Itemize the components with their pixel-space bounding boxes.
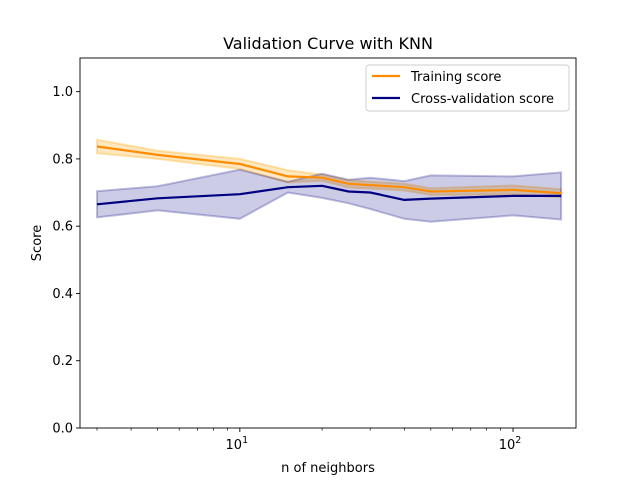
- y-axis-label: Score: [30, 225, 45, 261]
- plot-area-frame: [79, 57, 577, 429]
- band-training-score: [96, 138, 563, 199]
- line-training-score: [96, 145, 562, 195]
- y-tick-label: 1.0: [52, 85, 73, 100]
- legend-label-cross-validation: Cross-validation score: [411, 92, 554, 107]
- y-tick-label: 0.2: [52, 354, 73, 369]
- y-tick-label: 0.4: [52, 287, 73, 302]
- y-tick-label: 0.0: [52, 422, 73, 437]
- legend: Training score Cross-validation score: [365, 64, 570, 112]
- x-axis-label: n of neighbors: [281, 461, 375, 476]
- line-cross-validation-score: [96, 184, 562, 206]
- legend-box: [365, 64, 570, 112]
- chart-title: Validation Curve with KNN: [223, 34, 433, 53]
- y-tick-label: 0.6: [52, 220, 73, 235]
- y-tick-label: 0.8: [52, 152, 73, 167]
- y-axis-ticks: 0.0 0.2 0.4 0.6 0.8 1.0: [52, 85, 80, 437]
- series-lines: [96, 145, 562, 206]
- legend-label-training: Training score: [410, 70, 501, 85]
